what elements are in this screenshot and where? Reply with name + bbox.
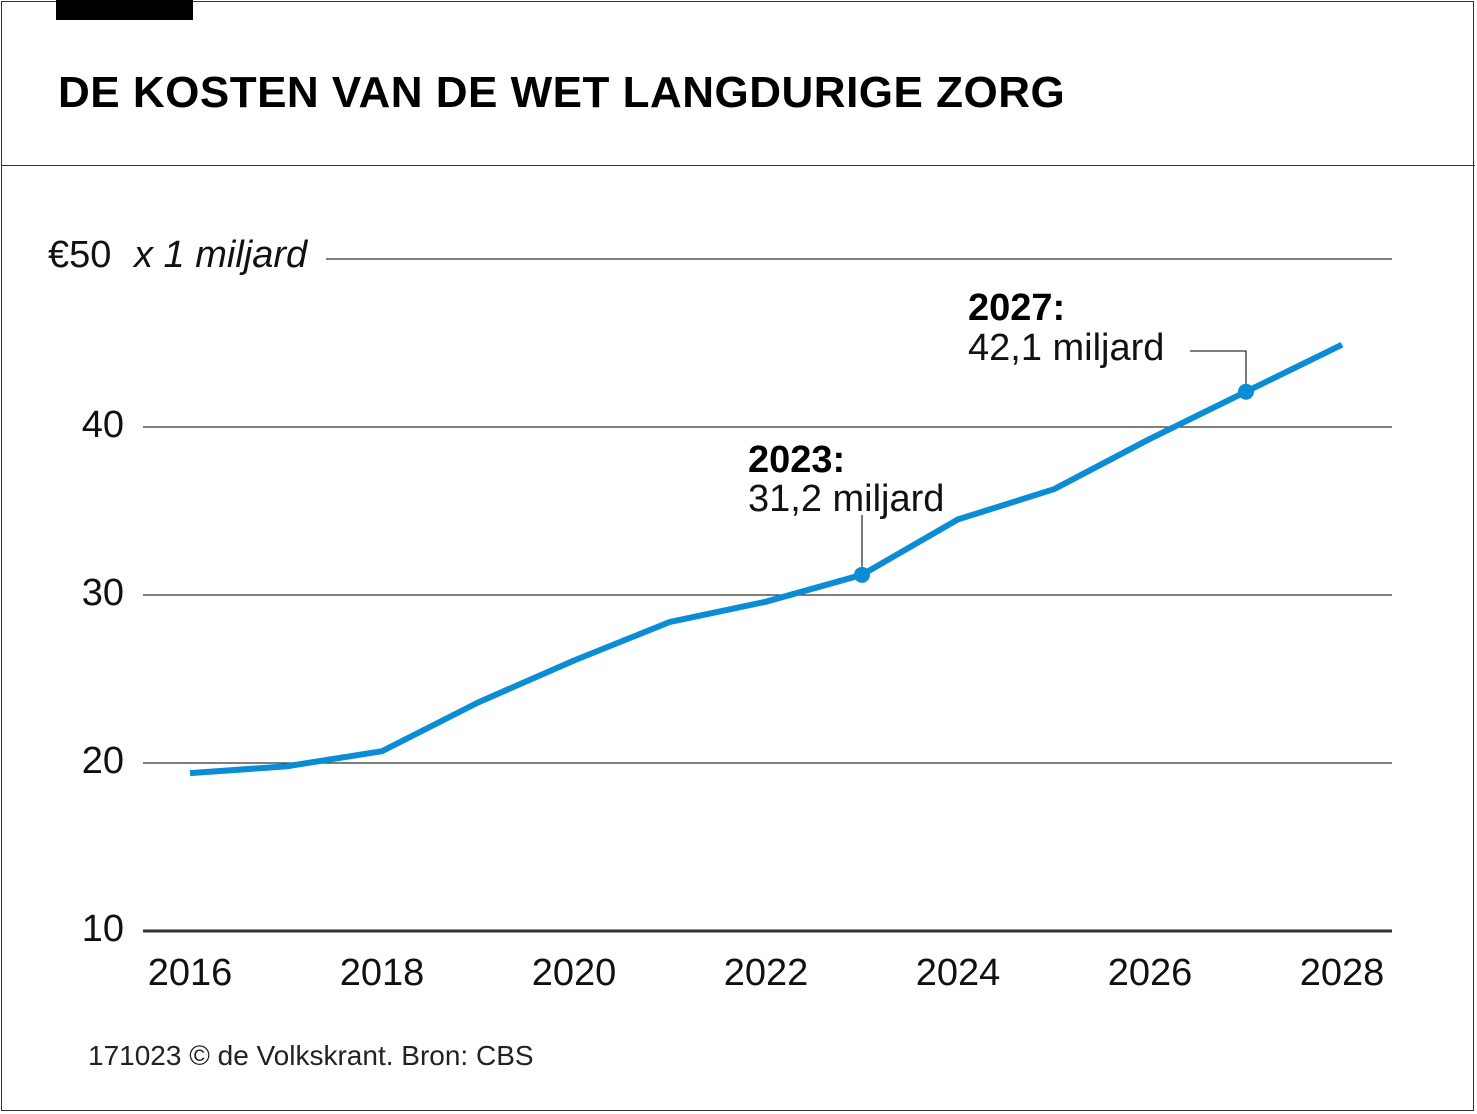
x-tick-label-2018: 2018	[340, 952, 425, 994]
annotation-value-2023: 31,2 miljard	[748, 478, 944, 520]
title-divider	[1, 165, 1475, 166]
x-tick-label-2026: 2026	[1108, 952, 1193, 994]
brand-bar	[56, 0, 193, 20]
y-unit-label: x 1 miljard	[132, 234, 309, 276]
data-point-2023	[854, 566, 870, 583]
x-tick-label-2016: 2016	[148, 952, 233, 994]
y-tick-label-20: 20	[82, 740, 124, 782]
annotation-year-2027: 2027:	[968, 287, 1065, 329]
annotation-value-2027: 42,1 miljard	[968, 327, 1164, 369]
source-credit: 171023 © de Volkskrant. Bron: CBS	[88, 1040, 534, 1071]
annotation-leader-2027	[1190, 350, 1247, 384]
series-line-0	[189, 342, 1344, 777]
x-tick-label-2020: 2020	[532, 952, 617, 994]
chart-title: DE KOSTEN VAN DE WET LANGDURIGE ZORG	[58, 68, 1066, 117]
y-tick-label-10: 10	[82, 908, 124, 950]
x-tick-label-2024: 2024	[916, 952, 1001, 994]
x-tick-label-2028: 2028	[1300, 952, 1385, 994]
y-tick-label-30: 30	[82, 572, 124, 614]
x-tick-label-2022: 2022	[724, 952, 809, 994]
annotation-year-2023: 2023:	[748, 439, 845, 481]
y-tick-label-50: €50	[48, 234, 111, 276]
y-tick-label-40: 40	[82, 404, 124, 446]
data-point-2027	[1238, 383, 1254, 400]
